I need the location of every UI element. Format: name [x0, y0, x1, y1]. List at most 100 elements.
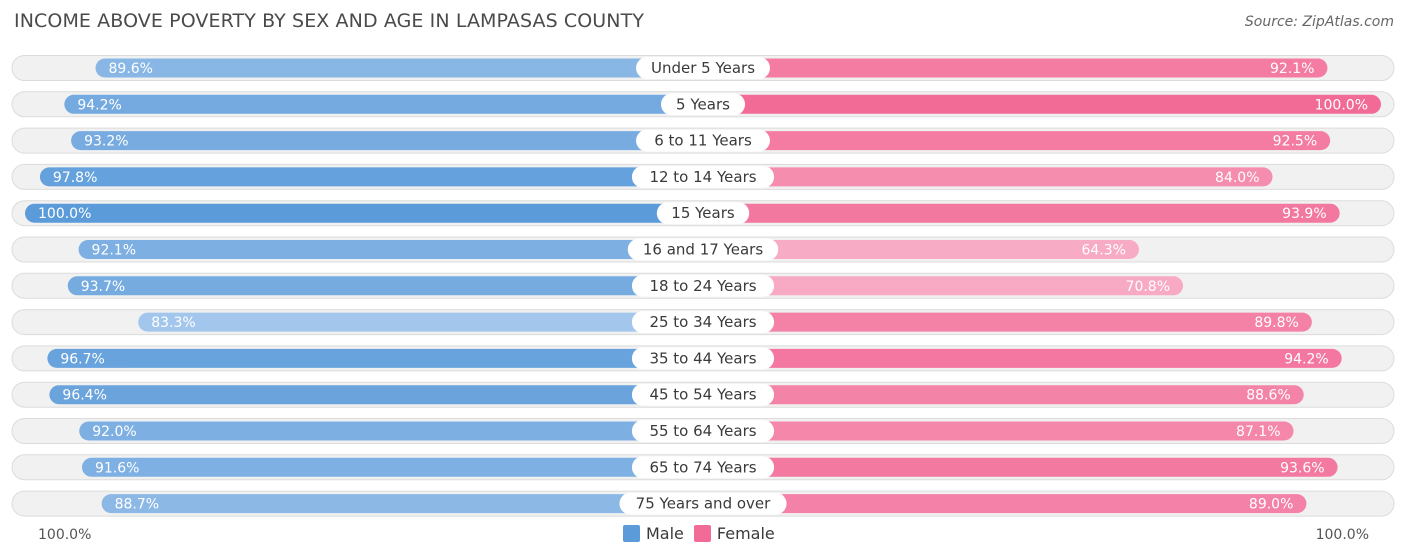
bar-male[interactable] — [81, 457, 703, 477]
category-pill — [631, 420, 775, 442]
bar-female[interactable] — [703, 276, 1184, 296]
category-pill — [631, 347, 775, 370]
bar-male[interactable] — [67, 276, 704, 296]
row-8: 96.7% 94.2% 35 to 44 Years — [11, 345, 1395, 372]
row-4: 100.0% 93.9% 15 Years — [11, 200, 1395, 227]
bar-female[interactable] — [703, 240, 1139, 259]
category-pill — [631, 165, 775, 188]
value-label-female: 87.1% — [1236, 424, 1280, 440]
legend-swatch-male — [623, 525, 640, 542]
row-7: 83.3% 89.8% 25 to 34 Years — [11, 309, 1395, 336]
bar-female[interactable] — [703, 385, 1304, 405]
row-0: 89.6% 92.1% Under 5 Years — [11, 55, 1395, 81]
axis-left-label: 100.0% — [38, 527, 92, 543]
row-6: 93.7% 70.8% 18 to 24 Years — [11, 272, 1395, 299]
legend-label-female: Female — [716, 524, 775, 543]
category-label: 75 Years and over — [636, 495, 771, 513]
legend-swatch-female — [693, 525, 711, 542]
category-label: 6 to 11 Years — [654, 132, 752, 150]
bar-female[interactable] — [703, 131, 1331, 151]
bar-male[interactable] — [78, 240, 703, 259]
bar-female[interactable] — [703, 457, 1338, 477]
source-credit: Source: ZipAtlas.com — [1244, 14, 1394, 30]
category-pill — [656, 202, 750, 225]
value-label-male: 96.4% — [62, 388, 106, 404]
category-pill — [660, 93, 746, 116]
value-label-female: 64.3% — [1081, 243, 1125, 259]
value-label-male: 83.3% — [151, 315, 195, 331]
legend-item-female[interactable]: Female — [693, 524, 775, 543]
category-label: 65 to 74 Years — [649, 458, 756, 476]
value-label-female: 92.5% — [1273, 134, 1317, 150]
bar-male[interactable] — [39, 167, 703, 187]
diverging-bar-chart: 89.6% 92.1% Under 5 Years 94.2% 100.0% 5 Year… — [11, 55, 1395, 517]
bar-male[interactable] — [71, 131, 703, 151]
bar-male[interactable] — [95, 58, 703, 78]
category-pill — [631, 274, 775, 297]
row-5: 92.1% 64.3% 16 and 17 Years — [11, 236, 1395, 263]
legend: Male Female — [623, 524, 775, 543]
category-label: 55 to 64 Years — [649, 422, 756, 440]
value-label-female: 100.0% — [1315, 97, 1368, 113]
row-12: 88.7% 89.0% 75 Years and over — [11, 490, 1395, 517]
bar-female[interactable] — [703, 94, 1381, 114]
bar-male[interactable] — [47, 348, 703, 368]
value-label-female: 84.0% — [1215, 170, 1259, 186]
bar-male[interactable] — [101, 494, 703, 514]
bar-female[interactable] — [703, 58, 1328, 78]
bar-male[interactable] — [64, 94, 704, 114]
category-pill — [636, 129, 770, 152]
bar-female[interactable] — [703, 203, 1340, 223]
value-label-female: 92.1% — [1270, 61, 1314, 77]
value-label-female: 88.6% — [1246, 388, 1290, 404]
value-label-male: 93.7% — [81, 279, 125, 295]
value-label-male: 93.2% — [84, 134, 128, 150]
bar-female[interactable] — [703, 312, 1312, 332]
value-label-male: 89.6% — [109, 61, 153, 77]
bar-male[interactable] — [79, 421, 704, 441]
row-3: 97.8% 84.0% 12 to 14 Years — [11, 163, 1395, 190]
value-label-female: 70.8% — [1126, 279, 1170, 295]
value-label-female: 93.6% — [1280, 460, 1324, 476]
chart-title: INCOME ABOVE POVERTY BY SEX AND AGE IN L… — [14, 10, 645, 32]
row-1: 94.2% 100.0% 5 Years — [11, 91, 1395, 118]
value-label-male: 92.0% — [92, 424, 136, 440]
value-label-male: 92.1% — [92, 243, 136, 259]
legend-label-male: Male — [646, 524, 684, 543]
category-label: Under 5 Years — [651, 59, 755, 77]
bar-male[interactable] — [25, 203, 703, 223]
axis-right-label: 100.0% — [1315, 527, 1369, 543]
row-9: 96.4% 88.6% 45 to 54 Years — [11, 381, 1395, 408]
value-label-female: 89.0% — [1249, 497, 1293, 513]
category-label: 45 to 54 Years — [649, 386, 756, 404]
category-label: 12 to 14 Years — [649, 168, 756, 186]
value-label-male: 88.7% — [115, 497, 159, 513]
category-label: 35 to 44 Years — [649, 349, 756, 367]
value-label-male: 91.6% — [95, 460, 139, 476]
value-label-female: 93.9% — [1282, 206, 1326, 222]
category-label: 15 Years — [671, 204, 735, 222]
bar-female[interactable] — [703, 421, 1294, 441]
category-pill — [631, 383, 775, 406]
row-10: 92.0% 87.1% 55 to 64 Years — [11, 418, 1395, 444]
category-pill — [619, 492, 787, 515]
bar-female[interactable] — [703, 494, 1307, 514]
category-pill — [631, 311, 775, 334]
row-2: 93.2% 92.5% 6 to 11 Years — [11, 127, 1395, 154]
bar-male[interactable] — [138, 312, 703, 332]
category-label: 16 and 17 Years — [643, 241, 763, 259]
bar-female[interactable] — [703, 167, 1273, 187]
bar-male[interactable] — [49, 385, 703, 405]
category-pill — [631, 456, 775, 479]
value-label-male: 96.7% — [60, 351, 104, 367]
category-label: 5 Years — [676, 95, 730, 113]
bar-female[interactable] — [703, 348, 1342, 368]
category-pill — [627, 238, 779, 261]
category-label: 25 to 34 Years — [649, 313, 756, 331]
category-label: 18 to 24 Years — [649, 277, 756, 295]
row-11: 91.6% 93.6% 65 to 74 Years — [11, 454, 1395, 481]
value-label-female: 89.8% — [1254, 315, 1298, 331]
legend-item-male[interactable]: Male — [623, 524, 684, 543]
value-label-male: 100.0% — [38, 206, 91, 222]
category-pill — [636, 57, 770, 79]
